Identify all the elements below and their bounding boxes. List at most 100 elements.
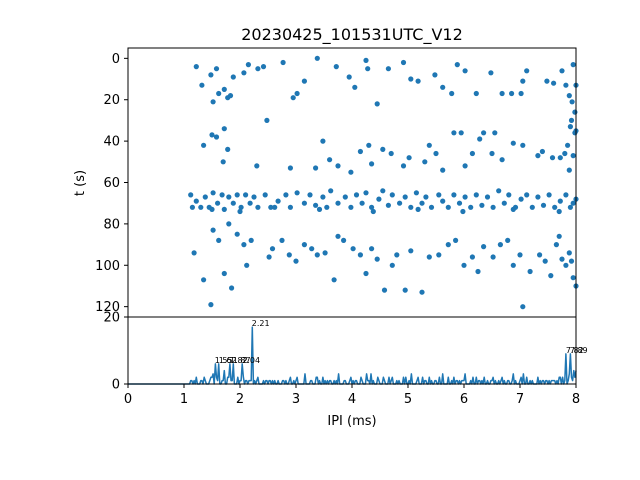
scatter-point xyxy=(415,206,421,212)
peak-label: 1.55 xyxy=(215,356,233,365)
scatter-point xyxy=(279,237,285,243)
scatter-point xyxy=(322,250,328,256)
peak-label: 1.82 xyxy=(230,356,248,365)
scatter-point xyxy=(570,275,576,281)
scatter-point xyxy=(468,204,474,210)
scatter-point xyxy=(301,200,307,206)
scatter-point xyxy=(520,78,526,84)
scatter-point xyxy=(199,82,205,88)
scatter-point xyxy=(565,142,571,148)
scatter-point xyxy=(210,190,216,196)
scatter-point xyxy=(230,74,236,80)
scatter-point xyxy=(272,204,278,210)
scatter-point xyxy=(509,90,515,97)
scatter-y-tick-label: 80 xyxy=(103,217,120,232)
scatter-point xyxy=(254,163,260,169)
scatter-point xyxy=(524,192,530,198)
scatter-point xyxy=(570,62,576,68)
scatter-point xyxy=(226,221,232,227)
scatter-point xyxy=(357,148,363,155)
scatter-point xyxy=(193,198,199,204)
scatter-point xyxy=(563,262,569,268)
scatter-point xyxy=(540,202,547,208)
scatter-point xyxy=(542,258,548,264)
scatter-point xyxy=(328,188,334,194)
scatter-point xyxy=(363,270,369,277)
scatter-point xyxy=(548,273,554,279)
histogram-x-tick-label: 0 xyxy=(124,392,132,407)
scatter-point xyxy=(400,59,407,66)
scatter-point xyxy=(229,285,235,291)
scatter-point xyxy=(353,192,360,198)
scatter-point xyxy=(335,163,341,169)
scatter-point xyxy=(346,74,352,80)
scatter-point xyxy=(262,192,268,198)
scatter-point xyxy=(238,204,244,210)
scatter-point xyxy=(369,246,375,252)
scatter-point xyxy=(188,192,194,198)
scatter-point xyxy=(518,196,524,202)
scatter-point xyxy=(490,254,496,260)
scatter-y-tick-label: 40 xyxy=(103,135,120,150)
scatter-point xyxy=(376,196,382,202)
scatter-point xyxy=(215,200,221,206)
peak-label: 2.04 xyxy=(242,356,260,365)
scatter-point xyxy=(209,206,215,212)
scatter-point xyxy=(374,256,380,262)
scatter-point xyxy=(473,192,479,198)
scatter-points xyxy=(188,55,579,310)
scatter-point xyxy=(221,206,227,212)
scatter-point xyxy=(520,304,526,310)
scatter-point xyxy=(432,72,438,78)
scatter-point xyxy=(402,194,408,200)
peak-label: 1.87 xyxy=(233,356,251,365)
scatter-point xyxy=(244,262,250,268)
scatter-point xyxy=(210,99,216,105)
scatter-point xyxy=(275,198,281,204)
scatter-point xyxy=(518,90,524,97)
scatter-point xyxy=(294,190,300,196)
scatter-point xyxy=(505,237,511,243)
scatter-point xyxy=(535,153,541,159)
peak-label: 7.82 xyxy=(566,346,584,355)
scatter-point xyxy=(219,192,225,198)
scatter-point xyxy=(290,95,296,101)
scatter-point xyxy=(557,155,563,161)
scatter-point xyxy=(469,150,475,157)
scatter-point xyxy=(566,250,572,256)
scatter-point xyxy=(488,70,494,76)
scatter-point xyxy=(208,302,214,308)
scatter-point xyxy=(201,142,207,148)
scatter-point xyxy=(208,72,214,78)
scatter-point xyxy=(227,93,234,99)
scatter-point xyxy=(490,204,496,210)
scatter-point xyxy=(309,246,315,252)
scatter-point xyxy=(331,277,337,283)
scatter-point xyxy=(402,287,408,293)
scatter-point xyxy=(333,64,339,70)
scatter-point xyxy=(559,68,565,74)
scatter-point xyxy=(237,208,243,215)
scatter-point xyxy=(501,200,507,206)
scatter-y-tick-label: 0 xyxy=(112,52,120,67)
scatter-point xyxy=(389,192,395,198)
scatter-point xyxy=(221,270,227,277)
scatter-point xyxy=(245,62,251,68)
scatter-point xyxy=(408,204,414,210)
scatter-point xyxy=(567,204,574,210)
histogram-x-tick-label: 2 xyxy=(236,392,244,407)
scatter-point xyxy=(230,200,236,206)
scatter-point xyxy=(489,150,495,157)
scatter-point xyxy=(563,82,569,88)
scatter-point xyxy=(198,204,204,210)
scatter-point xyxy=(313,202,319,208)
scatter-point xyxy=(552,204,558,210)
scatter-point xyxy=(280,59,286,66)
scatter-point xyxy=(341,237,347,243)
scatter-point xyxy=(492,130,498,136)
histogram-x-tick-label: 3 xyxy=(292,392,300,407)
scatter-point xyxy=(213,66,220,72)
scatter-point xyxy=(572,109,578,115)
peak-label: 2.21 xyxy=(252,319,270,328)
